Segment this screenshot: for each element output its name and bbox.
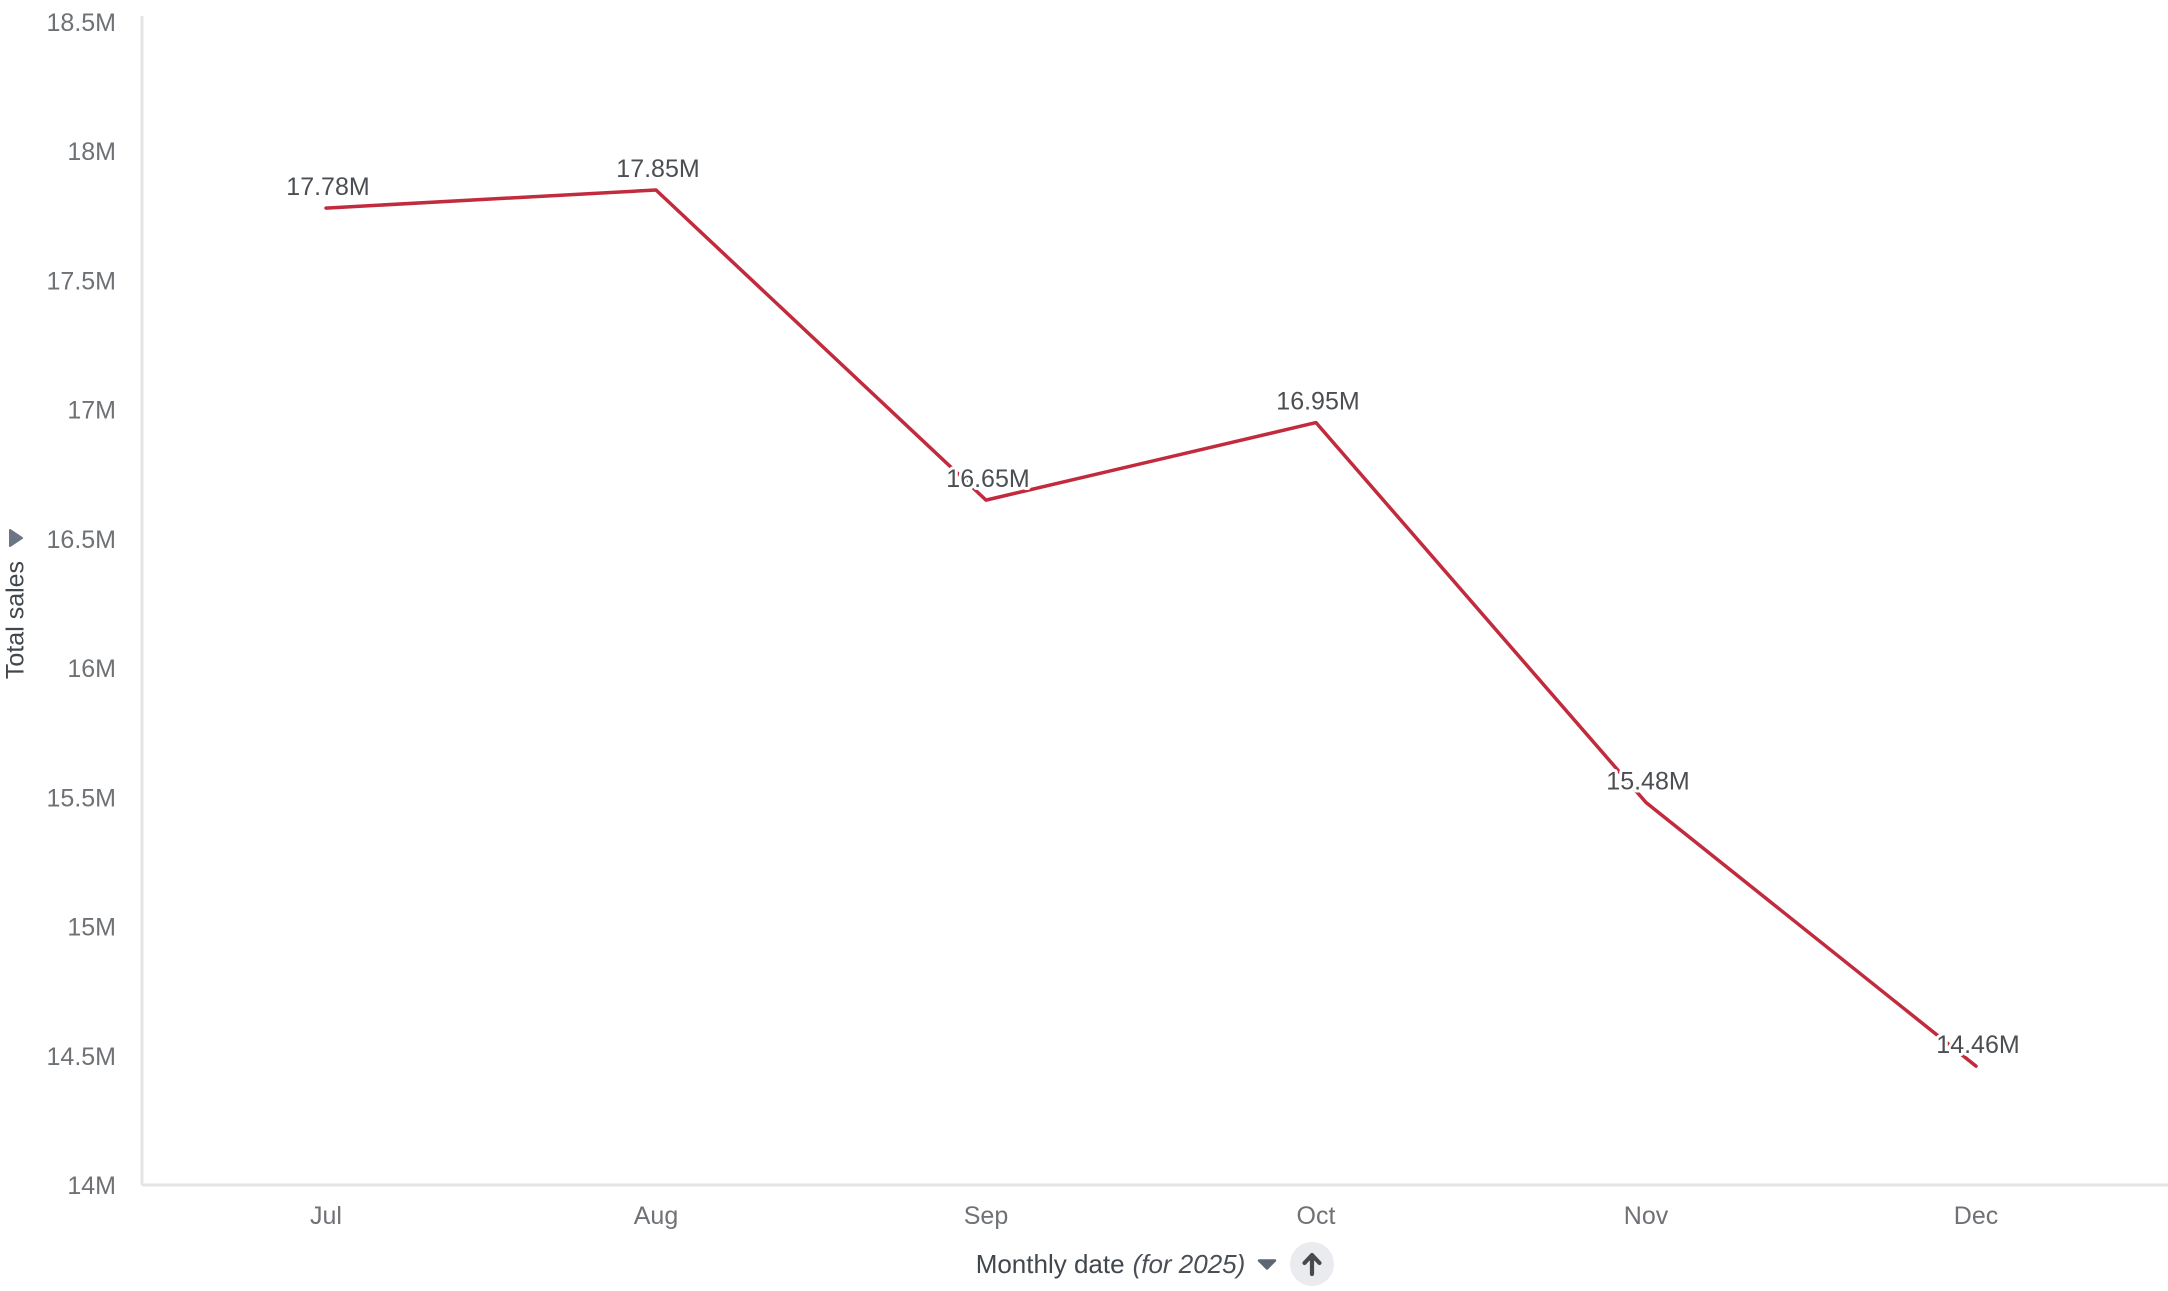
data-point-label: 17.85M <box>616 155 699 183</box>
y-tick-label: 17.5M <box>47 267 116 295</box>
x-tick-label: Jul <box>310 1202 342 1230</box>
x-tick-label: Sep <box>964 1202 1008 1230</box>
y-axis-title-label: Total sales <box>1 560 30 680</box>
y-tick-label: 14.5M <box>47 1043 116 1071</box>
x-tick-label: Nov <box>1624 1202 1669 1230</box>
y-tick-label: 18M <box>67 138 116 166</box>
y-axis-title[interactable]: Total sales <box>2 561 31 679</box>
x-axis-field-row: Monthly date (for 2025) <box>142 1242 2168 1286</box>
x-tick-label: Dec <box>1954 1202 1998 1230</box>
x-tick-label: Oct <box>1297 1202 1336 1230</box>
y-tick-label: 18.5M <box>47 9 116 37</box>
y-tick-label: 15M <box>67 914 116 942</box>
y-tick-label: 15.5M <box>47 784 116 812</box>
x-tick-label: Aug <box>634 1202 678 1230</box>
x-axis-title-label: Monthly date <box>975 1248 1125 1279</box>
y-tick-label: 14M <box>67 1172 116 1200</box>
total-sales-line <box>324 188 1978 1068</box>
arrow-up-icon <box>1302 1252 1322 1277</box>
y-tick-label: 16.5M <box>47 526 116 554</box>
data-point-label: 16.95M <box>1276 388 1359 416</box>
data-point-label: 17.78M <box>286 173 369 201</box>
data-point-label: 14.46M <box>1936 1031 2019 1059</box>
data-point-label: 15.48M <box>1606 768 1689 796</box>
y-tick-label: 16M <box>67 655 116 683</box>
triangle-right-icon[interactable] <box>9 529 23 547</box>
y-tick-label: 17M <box>67 397 116 425</box>
x-axis-title-suffix: (for 2025) <box>1132 1248 1246 1279</box>
caret-down-icon[interactable] <box>1257 1258 1277 1270</box>
sort-ascending-button[interactable] <box>1290 1242 1335 1286</box>
x-axis-title[interactable]: Monthly date (for 2025) <box>976 1249 1278 1280</box>
data-point-label: 16.65M <box>946 465 1029 493</box>
